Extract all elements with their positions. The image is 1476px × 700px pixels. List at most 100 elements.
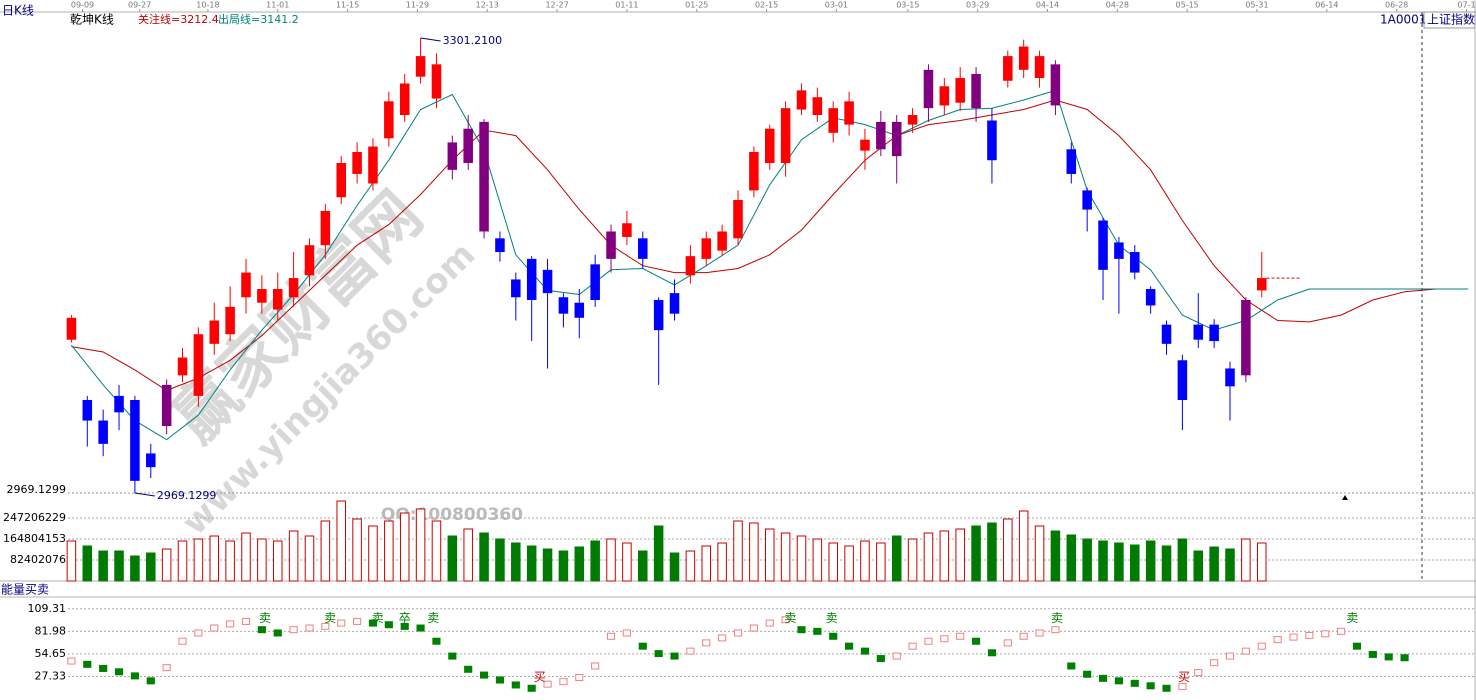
energy-bar [622,629,631,637]
energy-bar [1114,677,1123,685]
candle-body [241,272,251,298]
volume-bar [764,528,775,582]
energy-bar [908,642,917,650]
candle-body [114,395,124,413]
volume-bar [891,535,902,582]
legend-entry: 关注线=3212.4 [138,12,219,26]
energy-bar [1003,639,1012,647]
volume-bar [955,528,965,582]
energy-bar [1368,650,1377,658]
candle-body [955,78,965,103]
candle-body [415,56,426,77]
volume-bar [606,538,616,582]
energy-bar [1083,670,1092,678]
y-tick-label: 27.33 [35,669,67,682]
x-tick-label: 06-14 [1315,1,1338,10]
x-tick-label: 07-1 [1457,1,1475,10]
candle-body [1161,324,1172,344]
candle-body [66,317,77,340]
volume-bar [1066,534,1077,582]
energy-bar [368,619,378,627]
energy-bar [1400,654,1409,662]
energy-bar [1098,674,1108,682]
volume-bar [828,542,838,582]
candle-body [764,128,775,163]
volume-bar [1003,518,1013,582]
x-tick-label: 11-15 [336,1,359,10]
energy-bar [749,624,758,632]
energy-bar [464,665,473,673]
candle-body [733,199,743,239]
indicator-line [71,99,1469,391]
candle-body [1193,324,1204,340]
y-tick-label: 247206229 [3,511,66,524]
energy-bar [765,619,774,627]
volume-bar [733,520,743,582]
energy-bar [987,649,997,657]
signal-label: 卖 [324,611,336,625]
candle-body [1003,56,1013,81]
candle-body [1082,190,1092,210]
energy-bar [940,635,949,643]
energy-bar [1321,630,1330,638]
energy-bar [1225,652,1235,660]
energy-bar [845,642,854,650]
candle-body [1098,220,1108,270]
candle-body [574,302,585,318]
energy-bar [495,676,505,684]
volume-bar [1256,542,1267,582]
candle-body [1225,368,1235,387]
candle-body [320,210,331,246]
volume-bar [860,540,870,582]
energy-bar [416,624,425,632]
volume-bar [987,522,997,582]
candle-body [399,83,410,116]
symbol-name: 上证指数 [1427,12,1475,27]
volume-bar [241,532,251,582]
energy-bar [479,671,489,679]
energy-bar [1305,631,1314,639]
energy-bar [971,637,981,645]
energy-bar [1019,632,1028,640]
volume-bar [1130,544,1140,582]
energy-bar [130,672,139,680]
energy-bar [99,664,108,672]
volume-bar [431,520,442,582]
energy-bar [543,680,552,688]
volume-bar [876,542,886,582]
volume-bar [352,518,362,582]
volume-bar [415,508,426,582]
energy-bar [702,639,711,647]
energy-bar [305,624,314,632]
volume-bar [1098,540,1108,582]
energy-bar [146,677,155,685]
signal-label: 买 [1178,670,1190,684]
volume-bar [780,532,791,582]
candle-body [1034,56,1045,79]
candle-body [272,289,283,310]
volume-bar [749,522,759,582]
energy-bar [813,627,822,635]
energy-bar [384,621,393,629]
candle-body [82,400,93,421]
candle-body [812,97,823,116]
y-tick-label: 109.31 [28,602,67,615]
y-tick-label: 164804153 [3,532,66,545]
y-tick-label: 2969.1299 [7,483,67,496]
candle-body [146,453,156,468]
candle-body [780,108,791,163]
energy-bar [257,626,266,634]
candle-body [542,269,553,294]
energy-bar [1337,627,1346,635]
x-tick-label: 05-15 [1176,1,1199,10]
signal-label: 卖 [1346,611,1358,625]
candle-body [987,120,997,161]
energy-bar [273,629,282,637]
candle-body [1145,289,1156,306]
candle-body [590,264,600,300]
candle-body [749,152,759,191]
energy-bar [575,674,584,682]
volume-bar [844,545,854,582]
